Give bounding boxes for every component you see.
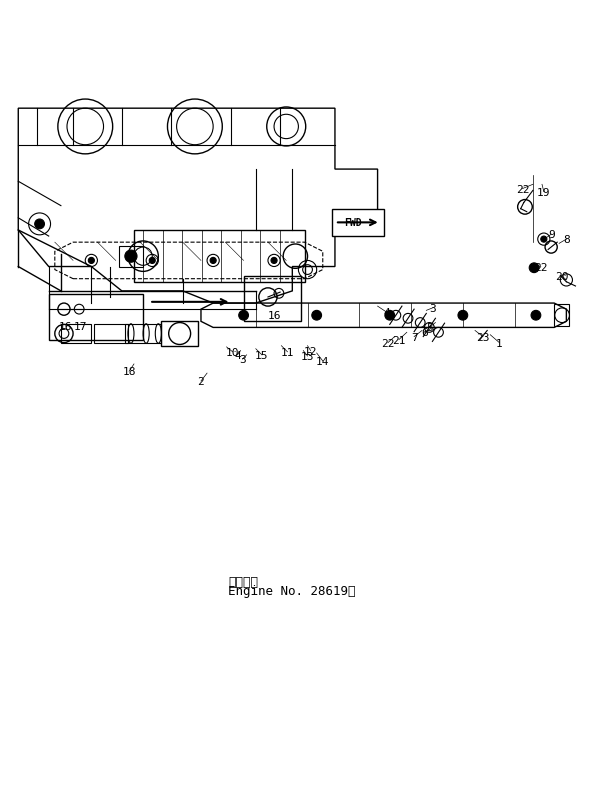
Circle shape [35,220,44,229]
Text: 20: 20 [555,271,568,282]
Bar [125,325,161,343]
Text: 15: 15 [255,350,269,360]
Bar [119,246,143,267]
Text: 5: 5 [426,323,433,333]
Bar [554,305,569,326]
Text: 22: 22 [381,338,395,348]
Circle shape [125,251,137,263]
Text: 6: 6 [421,328,429,338]
Circle shape [239,311,248,321]
Bar [49,294,143,340]
Text: FWD: FWD [344,218,362,228]
Text: 7: 7 [410,332,418,342]
Circle shape [312,311,322,321]
Bar [161,322,198,346]
Circle shape [529,264,539,273]
Circle shape [88,258,94,264]
Bar [244,277,301,322]
Bar [61,325,91,343]
Text: 19: 19 [537,188,551,197]
Bar [94,325,128,343]
Text: 11: 11 [281,347,294,358]
Text: 1: 1 [496,338,503,348]
Text: 10: 10 [226,347,239,358]
Text: Engine No. 28619～: Engine No. 28619～ [228,585,356,597]
Text: 14: 14 [316,356,329,367]
Circle shape [385,311,395,321]
Text: 適用号機: 適用号機 [228,575,258,588]
Text: 18: 18 [122,367,136,377]
Text: 22: 22 [516,184,529,194]
Text: 16: 16 [267,311,281,321]
Circle shape [531,311,541,321]
Circle shape [149,258,155,264]
Text: 22: 22 [534,262,547,272]
Text: 9: 9 [547,230,555,240]
Text: 17: 17 [74,321,87,331]
Bar [332,209,384,237]
Circle shape [210,258,216,264]
Text: 8: 8 [563,235,570,245]
Circle shape [541,237,547,243]
Bar [134,231,304,282]
Text: 3: 3 [429,303,436,314]
Text: 16: 16 [59,321,72,331]
Text: 21: 21 [392,335,406,345]
Text: 4: 4 [234,350,241,360]
Text: 13: 13 [301,351,314,362]
Text: 12: 12 [304,346,317,356]
Text: 2: 2 [197,377,205,387]
Circle shape [271,258,277,264]
Text: 23: 23 [476,332,490,342]
Circle shape [458,311,468,321]
Text: 3: 3 [239,354,246,365]
Text: 4: 4 [383,308,390,318]
